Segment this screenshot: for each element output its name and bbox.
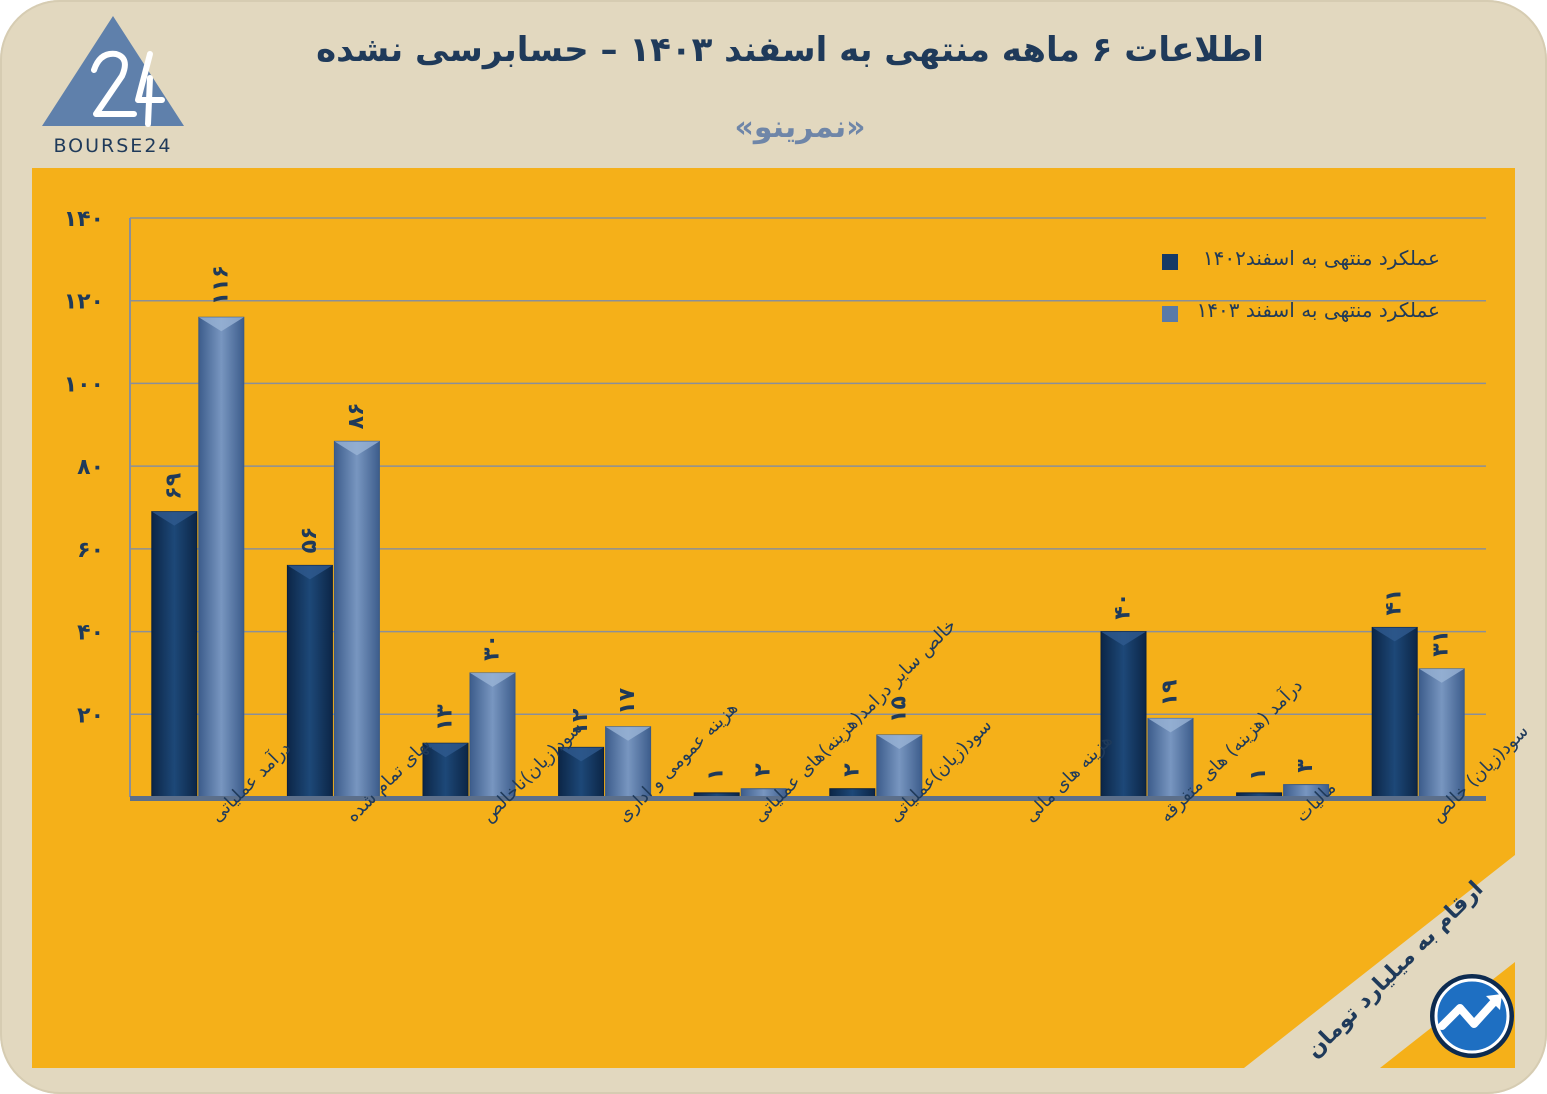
data-label: ۳۱ [1429,630,1454,657]
data-label: ۸۶ [344,402,369,429]
legend-label-1402: عملکرد منتهی به اسفند۱۴۰۲ [1202,246,1440,270]
bar-bevel [1419,668,1465,683]
bar-bevel [605,726,651,741]
page-title: اطلاعات ۶ ماهه منتهی به اسفند ۱۴۰۳ – حسا… [316,30,1264,70]
legend-item-1402: عملکرد منتهی به اسفند۱۴۰۲ [1160,240,1480,292]
trend-arrow-icon [1430,974,1514,1058]
data-label: ۱ [1246,767,1271,780]
data-label: ۴۱ [1382,589,1407,616]
bar-bevel [1148,718,1193,733]
bar-bevel [151,511,197,526]
bar-bevel [1372,627,1418,642]
data-label: ۵۶ [297,527,322,554]
data-label: ۳۰ [480,634,505,661]
y-tick-label: ۶۰ [77,538,104,563]
bar-1402 [151,511,198,798]
x-axis-floor [130,796,1486,801]
bar-bevel [334,441,380,456]
legend-swatch-1402 [1162,254,1178,270]
data-label: ۱۳ [433,704,458,731]
data-label: ۲ [751,763,776,777]
data-label: ۱۹ [1158,680,1183,707]
data-label: ۱۲ [568,708,593,735]
bar-bevel [287,565,333,580]
data-label: ۱۵ [886,696,911,723]
bar-bevel [470,672,515,687]
bar-bevel [1101,631,1146,646]
bar-1402 [1100,631,1147,798]
y-tick-label: ۱۴۰ [64,207,104,232]
bar-1402 [829,788,876,798]
y-tick-label: ۲۰ [77,703,104,728]
bar-bevel [198,317,244,332]
logo-text: BOURSE24 [53,135,172,156]
bar-1402 [286,564,333,798]
bourse24-logo: BOURSE24 [42,16,184,156]
data-label: ۱۷ [615,687,640,714]
y-tick-label: ۸۰ [77,455,104,480]
bar-1403 [333,440,380,798]
y-tick-label: ۱۲۰ [64,290,104,315]
data-label: ۱ [704,767,729,780]
data-label: ۶۹ [161,473,186,500]
company-name: «نمرینو» [734,110,866,145]
data-label: ۴۰ [1111,593,1136,620]
bar-1402 [1371,626,1418,798]
y-tick-label: ۴۰ [77,621,104,646]
y-tick-label: ۱۰۰ [64,372,104,397]
legend-label-1403: عملکرد منتهی به اسفند ۱۴۰۳ [1196,298,1440,322]
data-label: ۱۱۶ [208,265,233,305]
bar-bevel [876,734,922,749]
chart-legend: عملکرد منتهی به اسفند۱۴۰۲ عملکرد منتهی ب… [1160,240,1480,344]
bar-1403 [469,672,516,798]
legend-item-1403: عملکرد منتهی به اسفند ۱۴۰۳ [1160,292,1480,344]
legend-swatch-1403 [1162,306,1178,322]
chart-panel [32,168,1515,1068]
bar-1403 [1418,668,1465,798]
data-label: ۲ [839,763,864,777]
bar-1403 [198,316,245,798]
bar-bevel [558,747,604,762]
data-label: ۳ [1293,759,1318,773]
bar-bevel [423,743,468,758]
